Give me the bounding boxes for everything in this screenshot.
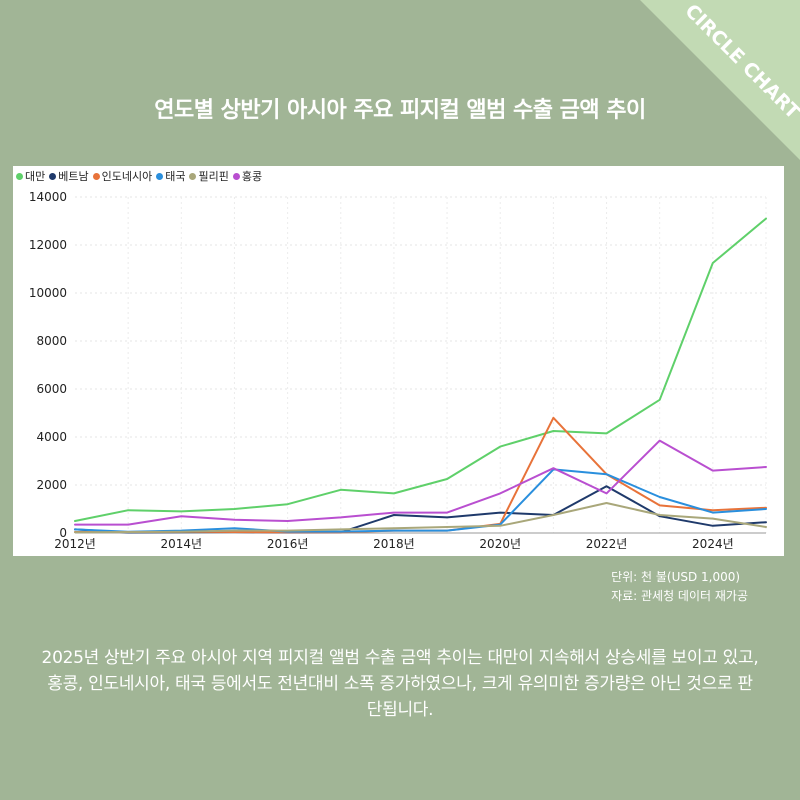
- series-line: [74, 217, 767, 522]
- legend-marker: [49, 172, 57, 180]
- x-tick-label: 2020년: [479, 537, 521, 551]
- corner-badge: CIRCLE CHART: [600, 0, 800, 200]
- y-tick-label: 14000: [29, 190, 67, 204]
- badge-band: [640, 0, 800, 160]
- legend-marker: [92, 172, 100, 180]
- unit-note: 단위: 천 불(USD 1,000): [611, 570, 741, 584]
- y-tick-label: 10000: [29, 286, 67, 300]
- y-tick-label: 2000: [36, 478, 67, 492]
- description-text: 2025년 상반기 주요 아시아 지역 피지컬 앨범 수출 금액 추이는 대만이…: [41, 648, 759, 720]
- chart-notes: 단위: 천 불(USD 1,000) 자료: 관세청 데이터 재가공: [611, 568, 748, 606]
- x-tick-label: 2018년: [373, 537, 415, 551]
- legend-item: 인도네시아: [92, 168, 153, 184]
- legend-marker: [156, 172, 164, 180]
- series-line: [74, 468, 767, 533]
- legend-item: 홍콩: [232, 168, 263, 184]
- legend-label: 인도네시아: [101, 170, 153, 183]
- x-tick-label: 2016년: [267, 537, 309, 551]
- legend-label: 대만: [25, 170, 46, 183]
- x-tick-label: 2022년: [586, 537, 628, 551]
- legend-label: 태국: [165, 170, 186, 183]
- y-tick-label: 4000: [36, 430, 67, 444]
- x-tick-label: 2014년: [161, 537, 203, 551]
- legend-label: 홍콩: [241, 170, 263, 183]
- legend-item: 필리핀: [189, 168, 229, 184]
- chart-card: 대만 베트남 인도네시아 태국 필리핀 홍콩 0 2000 4000 6000 8000 10000…: [13, 166, 784, 556]
- legend-item: 태국: [156, 168, 185, 184]
- y-tick-label: 6000: [36, 382, 67, 396]
- series-line: [74, 502, 767, 534]
- legend-label: 필리핀: [198, 170, 229, 183]
- legend-label: 베트남: [58, 170, 89, 183]
- legend-marker: [189, 172, 197, 180]
- legend-marker: [16, 172, 23, 180]
- legend-item: 대만: [16, 168, 45, 184]
- series-line: [74, 439, 767, 526]
- x-tick-label: 2012년: [54, 537, 96, 551]
- legend-item: 베트남: [49, 168, 89, 184]
- legend-marker: [232, 172, 240, 180]
- series-line: [74, 485, 767, 534]
- y-tick-label: 8000: [36, 334, 67, 348]
- y-tick-label: 0: [59, 526, 67, 540]
- line-chart: 0 2000 4000 6000 8000 10000 12000 14000 2012년 201…: [29, 190, 767, 551]
- page-title: 연도별 상반기 아시아 주요 피지컬 앨범 수출 금액 추이: [154, 98, 646, 123]
- source-note: 자료: 관세청 데이터 재가공: [611, 589, 748, 603]
- x-tick-label: 2024년: [692, 537, 734, 551]
- legend: 대만 베트남 인도네시아 태국 필리핀 홍콩: [16, 168, 262, 184]
- y-tick-label: 12000: [29, 238, 67, 252]
